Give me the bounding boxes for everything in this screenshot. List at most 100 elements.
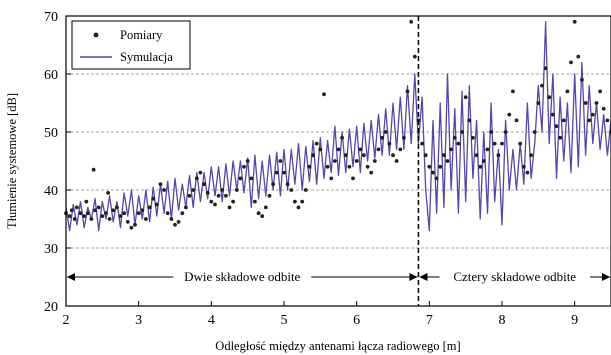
- measurement-point: [274, 170, 279, 175]
- legend-box: [71, 20, 191, 70]
- measurement-point: [296, 205, 301, 210]
- y-tick-label: 20: [44, 300, 58, 315]
- annotation-two-reflections-label-bg: [173, 267, 312, 285]
- measurement-point: [303, 188, 308, 192]
- y-tick-label: 60: [44, 68, 58, 83]
- measurement-point: [100, 214, 105, 219]
- measurement-point: [220, 188, 225, 192]
- measurement-point: [376, 147, 381, 152]
- annotation-four-reflections-arrowhead-left: [419, 273, 428, 281]
- measurement-point: [72, 217, 77, 221]
- measurement-point: [191, 188, 196, 192]
- grid-layer: [66, 73, 611, 249]
- measurement-point: [460, 130, 464, 134]
- y-axis-title: Tłumienie systemowe [dB]: [5, 93, 19, 229]
- annotation-two-reflections-arrowhead-right: [409, 273, 418, 281]
- measurement-point: [445, 159, 450, 163]
- measurement-point: [267, 193, 272, 198]
- axes-layer: 20 30 40 50 60 70 2 3 4 5 6 7 8 9: [44, 10, 611, 328]
- measurement-point: [514, 118, 519, 123]
- measurement-point: [84, 199, 89, 204]
- measurement-point: [147, 205, 152, 210]
- measurement-point: [554, 124, 559, 129]
- x-tick-label: 6: [353, 313, 360, 328]
- measurement-point: [347, 164, 352, 169]
- measurement-point: [213, 202, 217, 207]
- measurement-point: [496, 153, 501, 158]
- measurement-point: [449, 147, 453, 152]
- measurement-point: [169, 217, 174, 221]
- measurement-point: [383, 130, 388, 134]
- annotation-four-reflections-arrowhead-right: [602, 273, 610, 281]
- measurement-point: [184, 205, 188, 210]
- measurement-point: [500, 141, 504, 146]
- measurement-point: [543, 66, 548, 71]
- measurement-point: [144, 217, 148, 221]
- measurement-point: [224, 193, 228, 198]
- measurement-point: [282, 170, 286, 175]
- measurement-point: [605, 118, 610, 123]
- measurement-point: [598, 89, 602, 94]
- measurement-point: [173, 222, 177, 227]
- measurement-point: [187, 193, 192, 198]
- measurement-point: [104, 211, 108, 216]
- measurement-point: [391, 153, 395, 158]
- measurement-point: [260, 214, 265, 219]
- annotation-four-reflections-label: Cztery składowe odbite: [453, 269, 576, 284]
- measurement-point: [394, 159, 399, 163]
- plot-frame: [65, 15, 611, 307]
- measurement-point: [245, 159, 250, 163]
- measurement-point: [412, 54, 417, 59]
- x-axis-title: Odległość między antenami łącza radioweg…: [215, 339, 460, 353]
- measurement-point: [314, 141, 319, 146]
- measurement-point: [194, 176, 199, 181]
- measurement-point: [140, 208, 145, 213]
- measurement-point: [151, 196, 156, 201]
- measurement-point: [336, 147, 341, 152]
- measurement-point: [521, 164, 526, 169]
- measurement-point: [569, 60, 573, 65]
- measurement-point: [176, 220, 181, 224]
- measurement-point: [263, 205, 268, 210]
- measurement-point: [590, 112, 595, 117]
- measurement-point: [242, 164, 246, 169]
- measurement-point: [96, 205, 101, 210]
- measurement-point: [587, 118, 592, 123]
- measurement-point: [325, 164, 330, 169]
- measurement-point: [518, 141, 523, 146]
- x-tick-label: 3: [135, 313, 142, 328]
- measurement-point: [478, 164, 483, 169]
- measurement-point: [249, 176, 254, 181]
- measurement-point: [82, 214, 87, 219]
- legend-label-symulacja: Symulacja: [120, 50, 173, 64]
- measurement-point: [238, 176, 243, 181]
- annotation-two-reflections-arrowhead-left: [67, 273, 75, 281]
- measurement-series: [64, 19, 611, 230]
- measurement-point: [271, 182, 275, 187]
- measurement-point: [154, 202, 159, 207]
- measurement-point: [362, 153, 366, 158]
- x-tick-label: 4: [208, 313, 215, 328]
- measurement-point: [122, 211, 126, 216]
- measurement-point: [583, 101, 588, 105]
- measurement-point: [133, 222, 137, 227]
- measurement-point: [333, 159, 337, 163]
- measurement-point: [209, 199, 214, 204]
- measurement-point: [216, 193, 221, 198]
- measurement-point: [78, 211, 83, 216]
- measurement-point: [307, 164, 312, 169]
- measurement-point: [576, 54, 581, 59]
- measurement-point: [489, 130, 493, 134]
- y-tick-label: 70: [44, 10, 58, 25]
- annotation-two-reflections-label: Dwie składowe odbite: [184, 269, 300, 284]
- measurement-point: [456, 141, 461, 146]
- x-tick-label: 5: [281, 313, 288, 328]
- measurement-point: [67, 214, 72, 219]
- measurement-point: [340, 135, 344, 140]
- measurement-point: [405, 89, 410, 94]
- measurement-point: [89, 217, 94, 221]
- measurement-point: [253, 199, 257, 204]
- measurement-point: [329, 176, 334, 181]
